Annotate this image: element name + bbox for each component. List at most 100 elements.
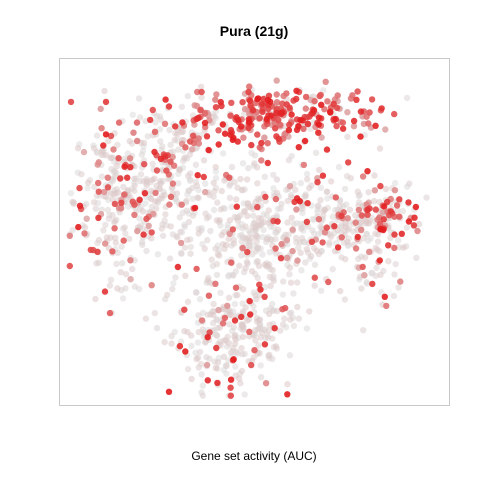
scatter-point	[309, 227, 316, 234]
scatter-point	[204, 277, 211, 284]
scatter-point	[204, 334, 211, 341]
scatter-point	[167, 158, 174, 165]
scatter-point	[101, 288, 109, 295]
scatter-point	[297, 249, 304, 257]
scatter-point	[117, 269, 124, 276]
scatter-point	[218, 232, 225, 239]
scatter-point	[273, 250, 280, 257]
scatter-point	[174, 234, 181, 241]
scatter-point	[297, 116, 304, 124]
scatter-point	[337, 287, 344, 295]
scatter-point	[231, 300, 238, 308]
scatter-point	[290, 322, 298, 329]
scatter-point	[76, 202, 84, 209]
scatter-point	[183, 197, 190, 205]
scatter-point	[366, 109, 373, 116]
scatter-point	[273, 91, 280, 98]
scatter-point	[261, 173, 268, 180]
scatter-point	[243, 258, 251, 266]
scatter-point	[266, 261, 273, 268]
scatter-point	[287, 316, 294, 323]
scatter-point	[194, 354, 202, 361]
scatter-point	[398, 230, 405, 237]
scatter-point	[234, 184, 241, 191]
scatter-point	[198, 94, 205, 101]
scatter-point	[329, 266, 336, 273]
scatter-point	[151, 309, 158, 317]
scatter-point	[258, 139, 265, 147]
scatter-point	[236, 262, 243, 269]
scatter-point	[255, 214, 262, 222]
scatter-point	[66, 232, 74, 239]
scatter-point	[273, 99, 281, 106]
scatter-point	[156, 195, 163, 202]
scatter-point	[366, 248, 373, 255]
scatter-point	[226, 217, 234, 224]
scatter-point	[119, 260, 126, 267]
scatter-point	[295, 122, 302, 130]
scatter-point	[281, 315, 288, 322]
scatter-point	[226, 321, 233, 328]
scatter-point	[354, 188, 361, 195]
scatter-point	[252, 337, 259, 344]
scatter-point	[231, 179, 238, 186]
scatter-point	[227, 376, 235, 383]
scatter-point	[215, 306, 222, 314]
scatter-point	[301, 193, 308, 200]
scatter-point	[197, 107, 204, 114]
scatter-point	[205, 146, 212, 154]
scatter-point	[319, 172, 327, 179]
scatter-point	[233, 203, 240, 210]
scatter-point	[245, 240, 253, 247]
scatter-point	[321, 206, 329, 214]
scatter-point	[295, 244, 302, 251]
scatter-point	[107, 234, 114, 241]
scatter-point	[136, 114, 144, 121]
scatter-point	[126, 137, 133, 145]
scatter-point	[344, 133, 351, 140]
scatter-point	[241, 208, 248, 215]
scatter-point	[253, 238, 260, 245]
scatter-point	[154, 251, 162, 258]
scatter-point	[285, 156, 293, 164]
scatter-point	[239, 99, 246, 106]
scatter-point	[144, 133, 151, 140]
scatter-point	[149, 160, 156, 168]
scatter-point	[127, 257, 134, 264]
scatter-point	[118, 199, 125, 206]
scatter-point	[364, 168, 371, 175]
scatter-point	[118, 243, 125, 250]
scatter-point	[254, 244, 261, 252]
scatter-point	[75, 223, 82, 231]
scatter-point	[286, 183, 294, 190]
scatter-point	[258, 100, 265, 108]
scatter-point	[200, 173, 207, 181]
scatter-point	[293, 95, 300, 103]
scatter-point	[371, 187, 379, 194]
scatter-point	[152, 189, 159, 197]
scatter-point	[124, 174, 131, 181]
scatter-point	[112, 239, 120, 246]
scatter-point	[324, 195, 331, 202]
scatter-point	[169, 285, 176, 293]
scatter-point	[102, 240, 109, 247]
scatter-point	[151, 175, 158, 182]
scatter-point	[151, 148, 158, 156]
scatter-point	[346, 206, 354, 213]
scatter-point	[122, 271, 130, 278]
scatter-point	[264, 140, 271, 147]
scatter-point	[212, 168, 219, 175]
scatter-point	[352, 219, 359, 226]
scatter-point	[376, 220, 384, 228]
scatter-point	[295, 144, 302, 151]
scatter-point	[405, 199, 412, 206]
scatter-point	[153, 167, 161, 174]
scatter-point	[195, 230, 202, 237]
scatter-point	[133, 137, 141, 145]
scatter-point	[242, 265, 249, 272]
scatter-point	[249, 251, 256, 258]
scatter-point	[274, 218, 281, 225]
scatter-point	[213, 332, 221, 339]
scatter-point	[111, 168, 118, 175]
scatter-point	[330, 100, 337, 108]
